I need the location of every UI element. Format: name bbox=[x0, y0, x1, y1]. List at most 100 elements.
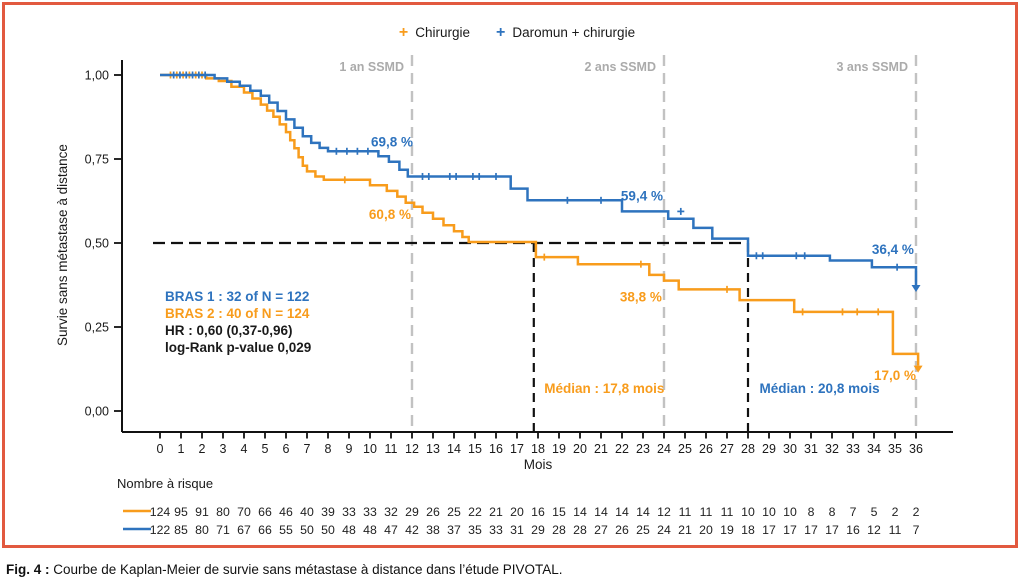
risk-value: 16 bbox=[531, 505, 545, 519]
x-tick-label-11: 11 bbox=[385, 442, 398, 456]
x-tick-label-20: 20 bbox=[573, 442, 587, 456]
risk-value: 35 bbox=[468, 523, 482, 537]
risk-value: 16 bbox=[846, 523, 860, 537]
ssmd-label-36: 3 ans SSMD bbox=[836, 60, 908, 74]
risk-value: 10 bbox=[741, 505, 755, 519]
x-tick-label-17: 17 bbox=[510, 442, 524, 456]
ssmd-label-12: 1 an SSMD bbox=[339, 60, 404, 74]
x-tick-label-28: 28 bbox=[741, 442, 755, 456]
risk-value: 28 bbox=[552, 523, 566, 537]
km-curve-1 bbox=[160, 73, 918, 285]
risk-value: 12 bbox=[867, 523, 881, 537]
y-tick-label-0,25: 0,25 bbox=[85, 321, 109, 335]
median-label-0: Médian : 17,8 mois bbox=[544, 381, 664, 396]
km-curve-0 bbox=[160, 73, 920, 366]
risk-value: 66 bbox=[258, 505, 272, 519]
risk-value: 11 bbox=[721, 505, 734, 519]
risk-value: 42 bbox=[405, 523, 419, 537]
risk-value: 7 bbox=[913, 523, 920, 537]
risk-value: 18 bbox=[741, 523, 755, 537]
risk-value: 85 bbox=[174, 523, 188, 537]
risk-value: 26 bbox=[426, 505, 440, 519]
annotation-17,0%: 17,0 % bbox=[874, 368, 916, 383]
x-tick-label-5: 5 bbox=[262, 442, 269, 456]
kaplan-meier-chart: 1 an SSMD 2 ans SSMD 3 ans SSMD Médian : 17… bbox=[85, 55, 953, 537]
x-tick-label-14: 14 bbox=[447, 442, 461, 456]
risk-value: 67 bbox=[237, 523, 251, 537]
risk-value: 11 bbox=[700, 505, 713, 519]
legend-item-chirurgie: + Chirurgie bbox=[398, 23, 471, 41]
risk-value: 21 bbox=[489, 505, 503, 519]
annotation-60,8%: 60,8 % bbox=[369, 207, 411, 222]
risk-value: 8 bbox=[808, 505, 815, 519]
risk-value: 22 bbox=[468, 505, 482, 519]
risk-value: 95 bbox=[174, 505, 188, 519]
x-tick-label-34: 34 bbox=[867, 442, 881, 456]
x-tick-label-19: 19 bbox=[552, 442, 566, 456]
y-tick-label-1,00: 1,00 bbox=[85, 69, 109, 83]
legend-label-daromun: Daromun + chirurgie bbox=[512, 25, 636, 40]
risk-value: 124 bbox=[150, 505, 171, 519]
x-tick-label-2: 2 bbox=[199, 442, 206, 456]
chart-legend: + Chirurgie + Daromun + chirurgie bbox=[5, 23, 1024, 41]
risk-value: 33 bbox=[363, 505, 377, 519]
risk-value: 31 bbox=[510, 523, 524, 537]
x-tick-label-3: 3 bbox=[220, 442, 227, 456]
stats-logrank: log-Rank p-value 0,029 bbox=[165, 340, 312, 355]
risk-table-title: Nombre à risque bbox=[117, 476, 214, 491]
risk-value: 50 bbox=[321, 523, 335, 537]
stats-block: BRAS 1 : 32 of N = 122 BRAS 2 : 40 of N … bbox=[165, 288, 311, 356]
caption-text: Courbe de Kaplan-Meier de survie sans mé… bbox=[49, 562, 563, 577]
risk-value: 48 bbox=[342, 523, 356, 537]
risk-value: 55 bbox=[279, 523, 293, 537]
y-tick-label-0,75: 0,75 bbox=[85, 153, 109, 167]
risk-value: 14 bbox=[573, 505, 587, 519]
risk-value: 10 bbox=[762, 505, 776, 519]
curve-end-arrow-1 bbox=[911, 285, 921, 292]
risk-value: 37 bbox=[447, 523, 461, 537]
risk-value: 20 bbox=[699, 523, 713, 537]
risk-value: 11 bbox=[889, 523, 902, 537]
risk-value: 25 bbox=[636, 523, 650, 537]
x-tick-label-35: 35 bbox=[888, 442, 902, 456]
risk-value: 29 bbox=[405, 505, 419, 519]
x-tick-label-25: 25 bbox=[678, 442, 692, 456]
risk-value: 32 bbox=[384, 505, 398, 519]
x-tick-label-0: 0 bbox=[157, 442, 164, 456]
x-tick-label-15: 15 bbox=[468, 442, 482, 456]
x-tick-label-31: 31 bbox=[804, 442, 818, 456]
risk-value: 21 bbox=[678, 523, 692, 537]
risk-value: 10 bbox=[783, 505, 797, 519]
risk-value: 80 bbox=[195, 523, 209, 537]
x-tick-label-16: 16 bbox=[489, 442, 503, 456]
stats-bras1: BRAS 1 : 32 of N = 122 bbox=[165, 289, 310, 304]
legend-item-daromun: + Daromun + chirurgie bbox=[496, 24, 636, 40]
risk-value: 5 bbox=[871, 505, 878, 519]
plus-marker-icon: + bbox=[398, 23, 409, 41]
x-tick-label-30: 30 bbox=[783, 442, 797, 456]
x-tick-label-27: 27 bbox=[720, 442, 734, 456]
risk-value: 27 bbox=[594, 523, 608, 537]
x-tick-label-6: 6 bbox=[283, 442, 290, 456]
risk-value: 39 bbox=[321, 505, 335, 519]
risk-value: 17 bbox=[825, 523, 839, 537]
risk-value: 14 bbox=[615, 505, 629, 519]
x-tick-label-1: 1 bbox=[178, 442, 185, 456]
x-tick-label-9: 9 bbox=[346, 442, 353, 456]
risk-value: 46 bbox=[279, 505, 293, 519]
x-tick-label-8: 8 bbox=[325, 442, 332, 456]
caption-number: Fig. 4 : bbox=[6, 562, 50, 577]
risk-value: 25 bbox=[447, 505, 461, 519]
risk-value: 80 bbox=[216, 505, 230, 519]
risk-value: 17 bbox=[783, 523, 797, 537]
x-tick-label-10: 10 bbox=[363, 442, 377, 456]
risk-value: 19 bbox=[720, 523, 734, 537]
stats-bras2: BRAS 2 : 40 of N = 124 bbox=[165, 306, 310, 321]
risk-value: 33 bbox=[342, 505, 356, 519]
legend-label-chirurgie: Chirurgie bbox=[415, 25, 471, 40]
annotation-36,4%: 36,4 % bbox=[872, 242, 914, 257]
risk-value: 91 bbox=[195, 505, 209, 519]
risk-value: 2 bbox=[892, 505, 899, 519]
median-label-1: Médian : 20,8 mois bbox=[760, 381, 880, 396]
risk-value: 8 bbox=[829, 505, 836, 519]
